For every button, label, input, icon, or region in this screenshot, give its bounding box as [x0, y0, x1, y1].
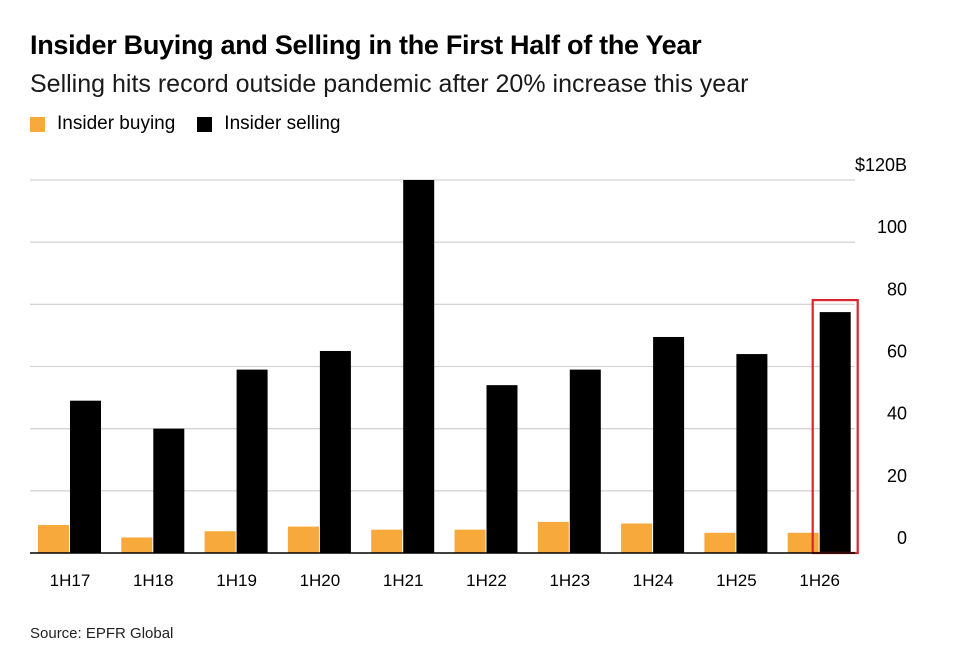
x-tick-label: 1H21 — [383, 571, 424, 590]
bar-buying-1H18 — [121, 537, 153, 553]
x-tick-label: 1H17 — [50, 571, 91, 590]
bar-selling-1H23 — [569, 369, 601, 553]
bar-selling-1H18 — [153, 428, 185, 553]
x-tick-label: 1H23 — [549, 571, 590, 590]
x-tick-label: 1H26 — [799, 571, 840, 590]
legend-item-buying: Insider buying — [30, 113, 175, 135]
bar-buying-1H22 — [454, 529, 486, 553]
y-tick-label: 40 — [887, 404, 907, 424]
bar-buying-1H19 — [204, 531, 236, 553]
bar-selling-1H25 — [736, 354, 768, 553]
y-tick-label: 20 — [887, 466, 907, 486]
legend-swatch-selling — [197, 116, 213, 132]
bar-buying-1H24 — [621, 523, 653, 553]
bar-selling-1H26 — [819, 312, 851, 553]
bar-selling-1H17 — [70, 400, 101, 553]
y-tick-label: 80 — [887, 279, 907, 299]
bar-buying-1H23 — [537, 521, 569, 553]
bar-buying-1H20 — [287, 526, 319, 553]
x-tick-label: 1H24 — [633, 571, 674, 590]
y-tick-label: $120B — [855, 155, 907, 175]
chart-title: Insider Buying and Selling in the First … — [30, 30, 702, 60]
y-tick-label: 60 — [887, 342, 907, 362]
bar-buying-1H17 — [38, 525, 69, 553]
x-tick-label: 1H22 — [466, 571, 507, 590]
x-tick-label: 1H18 — [133, 571, 174, 590]
bar-selling-1H24 — [653, 336, 685, 553]
legend-label-buying: Insider buying — [57, 113, 176, 134]
chart-subtitle: Selling hits record outside pandemic aft… — [30, 70, 749, 98]
legend-item-selling: Insider selling — [197, 113, 340, 135]
bar-selling-1H21 — [403, 180, 435, 553]
x-tick-label: 1H25 — [716, 571, 757, 590]
source-note: Source: EPFR Global — [30, 625, 174, 642]
bar-buying-1H21 — [371, 529, 403, 553]
y-tick-label: 100 — [877, 217, 907, 237]
bar-selling-1H19 — [236, 369, 268, 553]
x-tick-label: 1H19 — [216, 571, 257, 590]
chart-legend: Insider buying Insider selling — [30, 113, 362, 135]
bar-buying-1H26 — [787, 532, 819, 553]
bar-selling-1H20 — [319, 350, 351, 553]
legend-swatch-buying — [30, 116, 45, 132]
x-tick-label: 1H20 — [300, 571, 341, 590]
legend-label-selling: Insider selling — [224, 113, 341, 134]
bar-buying-1H25 — [704, 532, 736, 553]
y-tick-label: 0 — [897, 528, 907, 548]
bar-selling-1H22 — [486, 385, 518, 553]
